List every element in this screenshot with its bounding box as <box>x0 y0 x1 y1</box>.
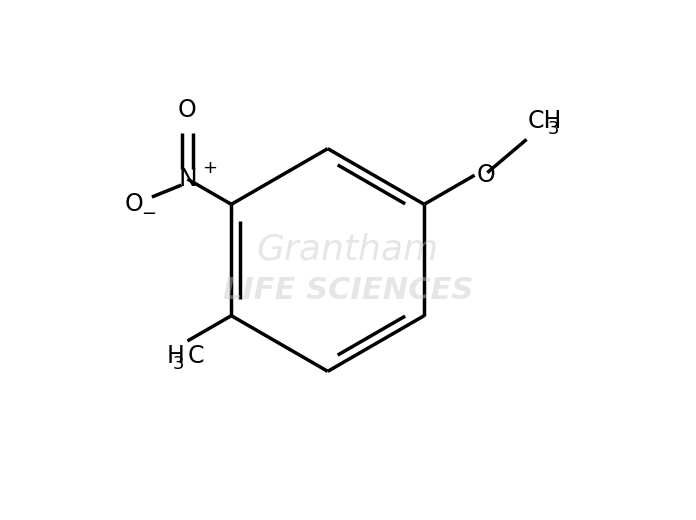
Text: LIFE SCIENCES: LIFE SCIENCES <box>223 276 473 305</box>
Text: N: N <box>178 167 197 191</box>
Text: −: − <box>141 205 156 223</box>
Text: C: C <box>187 344 204 368</box>
Text: O: O <box>178 98 197 122</box>
Text: O: O <box>477 163 496 187</box>
Text: H: H <box>167 344 185 368</box>
Text: 3: 3 <box>173 355 184 373</box>
Text: O: O <box>125 192 143 216</box>
Text: 3: 3 <box>547 120 559 138</box>
Text: Grantham: Grantham <box>257 233 439 267</box>
Text: CH: CH <box>528 109 562 133</box>
Text: +: + <box>202 159 216 177</box>
